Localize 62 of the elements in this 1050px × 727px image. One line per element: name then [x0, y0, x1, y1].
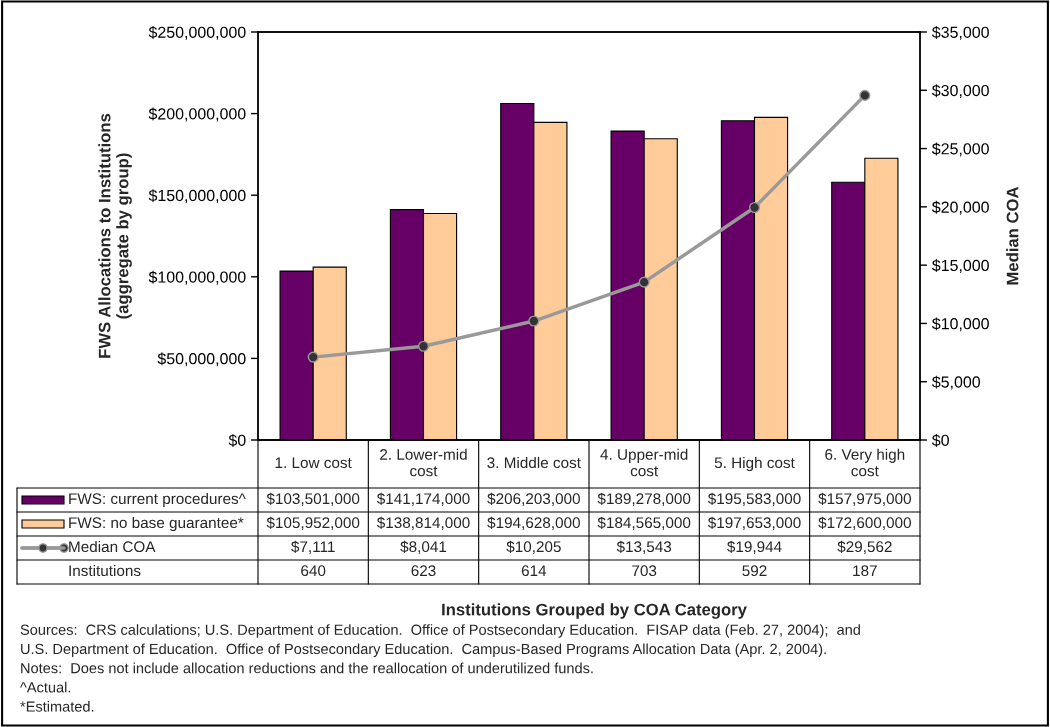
text: *Estimated.	[20, 701, 94, 712]
point	[307, 351, 319, 363]
y2-tick-label: $30,000	[931, 84, 989, 99]
y2-tick-label: $15,000	[931, 259, 989, 273]
y2-tick-label: $10,000	[931, 317, 989, 332]
data-label: $10,205	[506, 540, 561, 554]
text: 187	[853, 565, 877, 577]
data-label: $184,565,000	[597, 516, 691, 530]
text: Institutions Grouped by COA Category	[442, 603, 747, 619]
data-label: $19,944	[727, 540, 782, 554]
point	[638, 276, 650, 288]
point	[528, 315, 540, 327]
y-tick-label: $100,000,000	[148, 270, 246, 285]
y-tick-label: $200,000,000	[148, 107, 246, 122]
y-tick-label: $150,000,000	[148, 189, 246, 204]
data-label: $103,501,000	[266, 492, 360, 506]
x-tick-label: 1. Low cost	[275, 457, 352, 469]
y-tick-label: $0	[228, 433, 246, 447]
y2-axis-title: Median COA	[1006, 186, 1019, 285]
data-label: $8,041	[400, 540, 447, 554]
y-axis-title: FWS Allocations to Institutions (aggregate by group)	[98, 113, 132, 358]
y2-tick-label: $0	[931, 433, 949, 447]
legend-label: FWS: current procedures^	[69, 492, 246, 508]
text: 703	[632, 565, 657, 577]
data-label: $206,203,000	[487, 492, 580, 506]
y2-tick-label: $25,000	[931, 142, 989, 157]
data-label: $194,628,000	[487, 516, 580, 530]
data-label: $29,562	[837, 540, 892, 554]
data-label: $105,952,000	[266, 516, 360, 530]
y2-tick-label: $20,000	[931, 200, 989, 215]
data-label: $7,111	[291, 540, 335, 554]
point	[417, 340, 430, 352]
text: 640	[301, 565, 326, 577]
data-label: $157,975,000	[818, 492, 911, 506]
y2-tick-label: $35,000	[931, 25, 989, 40]
y2-tick-label: $5,000	[931, 375, 981, 390]
legend-label: FWS: no base guarantee*	[69, 516, 244, 532]
x-tick-label: 3. Middle cost	[487, 456, 581, 469]
data-label: $138,814,000	[376, 516, 470, 530]
x-tick-label: 6. Very high cost	[825, 448, 905, 477]
y-tick-label: $250,000,000	[148, 25, 246, 40]
text: 623	[411, 565, 436, 577]
text: 592	[742, 565, 767, 577]
y-tick-label: $50,000,000	[157, 352, 246, 367]
data-label: $13,543	[616, 540, 672, 554]
data-label: $197,653,000	[707, 516, 801, 530]
point	[859, 89, 871, 101]
text: 614	[521, 565, 547, 577]
text: Notes: Does not include allocation reductions and the reallocation of underutilized funds.	[21, 662, 593, 674]
data-label: $172,600,000	[818, 516, 911, 530]
data-label: $195,583,000	[707, 492, 801, 506]
legend-label: Median COA	[69, 540, 156, 553]
source-note: Sources: CRS calculations; U.S. Department of Education. Office of Postsecondary Education. FISAP data (Feb. 27, 2004); and	[20, 624, 860, 638]
text: ^Actual.	[20, 681, 71, 693]
data-label: $189,278,000	[597, 492, 691, 506]
x-tick-label: 2. Lower-mid cost	[380, 448, 467, 477]
text: U.S. Department of Education. Office of Postsecondary Education. Campus-Based Programs Allocation Data (Apr. 2, 2004).	[21, 643, 826, 657]
data-label: $141,174,000	[376, 492, 470, 506]
text: Institutions	[69, 564, 141, 577]
x-tick-label: 5. High cost	[714, 456, 795, 472]
x-tick-label: 4. Upper-mid cost	[600, 448, 688, 477]
point	[748, 201, 761, 214]
